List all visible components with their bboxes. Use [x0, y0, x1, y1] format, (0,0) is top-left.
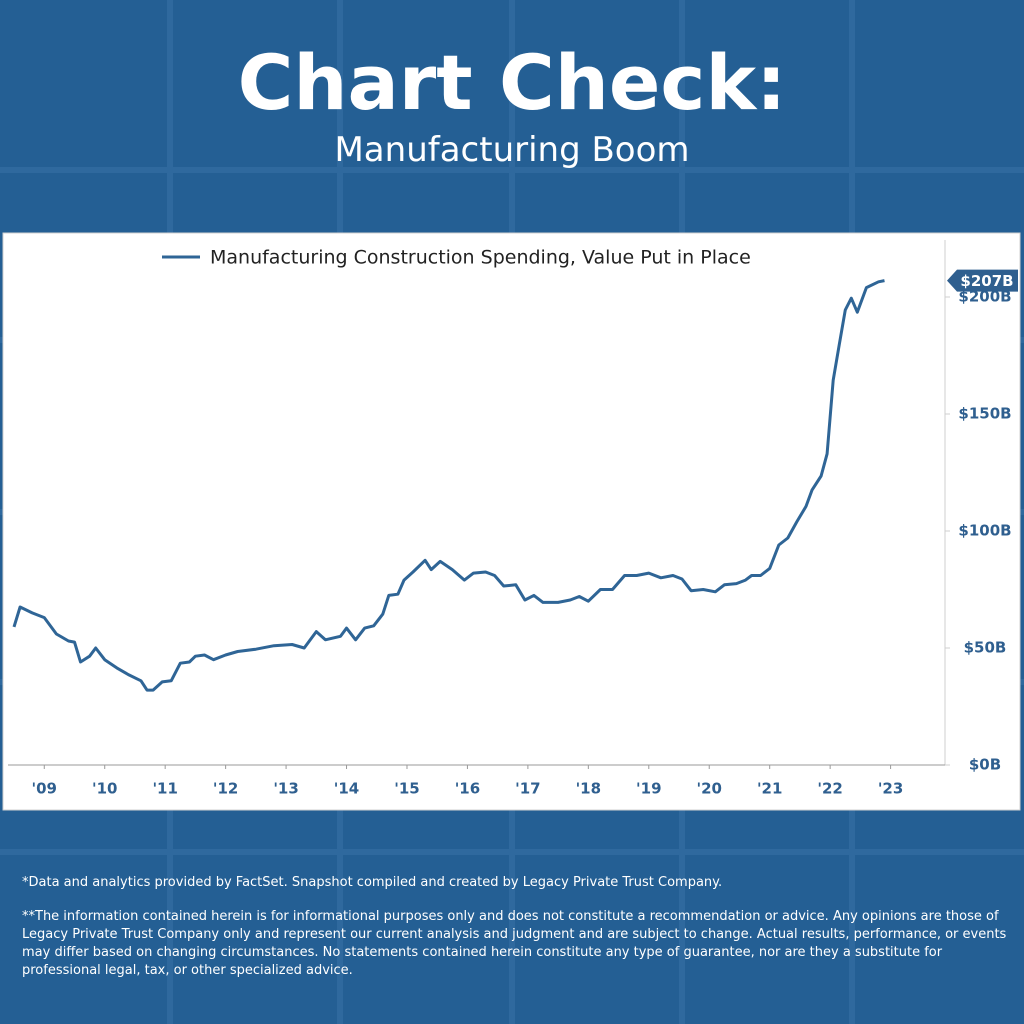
y-tick-label: $50B: [964, 639, 1007, 657]
x-tick-label: '09: [32, 780, 57, 798]
x-tick-label: '20: [697, 780, 722, 798]
x-tick-label: '15: [394, 780, 419, 798]
x-tick-label: '10: [92, 780, 117, 798]
data-line: [12, 279, 885, 692]
y-tick-label: $100B: [958, 522, 1011, 540]
x-tick-label: '22: [817, 780, 842, 798]
subtitle: Manufacturing Boom: [334, 130, 690, 170]
x-tick-label: '18: [576, 780, 601, 798]
x-tick-label: '13: [273, 780, 298, 798]
x-tick-label: '12: [213, 780, 238, 798]
legend-label: Manufacturing Construction Spending, Val…: [210, 247, 751, 269]
x-tick-label: '17: [515, 780, 540, 798]
last-value-tag: [947, 269, 1018, 292]
y-tick-label: $150B: [958, 405, 1011, 423]
source-note: *Data and analytics provided by FactSet.…: [22, 875, 723, 890]
last-value-label: $207B: [960, 272, 1013, 290]
x-tick-label: '23: [878, 780, 903, 798]
x-tick-label: '14: [334, 780, 359, 798]
x-tick-label: '11: [152, 780, 177, 798]
chart-panel: [2, 232, 1021, 811]
x-tick-label: '21: [757, 780, 782, 798]
y-tick-label: $200B: [958, 288, 1011, 306]
x-tick-label: '16: [455, 780, 480, 798]
y-tick-label: $0B: [969, 756, 1001, 774]
title: Chart Check:: [237, 38, 787, 127]
x-tick-label: '19: [636, 780, 661, 798]
disclaimer: **The information contained herein is fo…: [22, 909, 1007, 978]
